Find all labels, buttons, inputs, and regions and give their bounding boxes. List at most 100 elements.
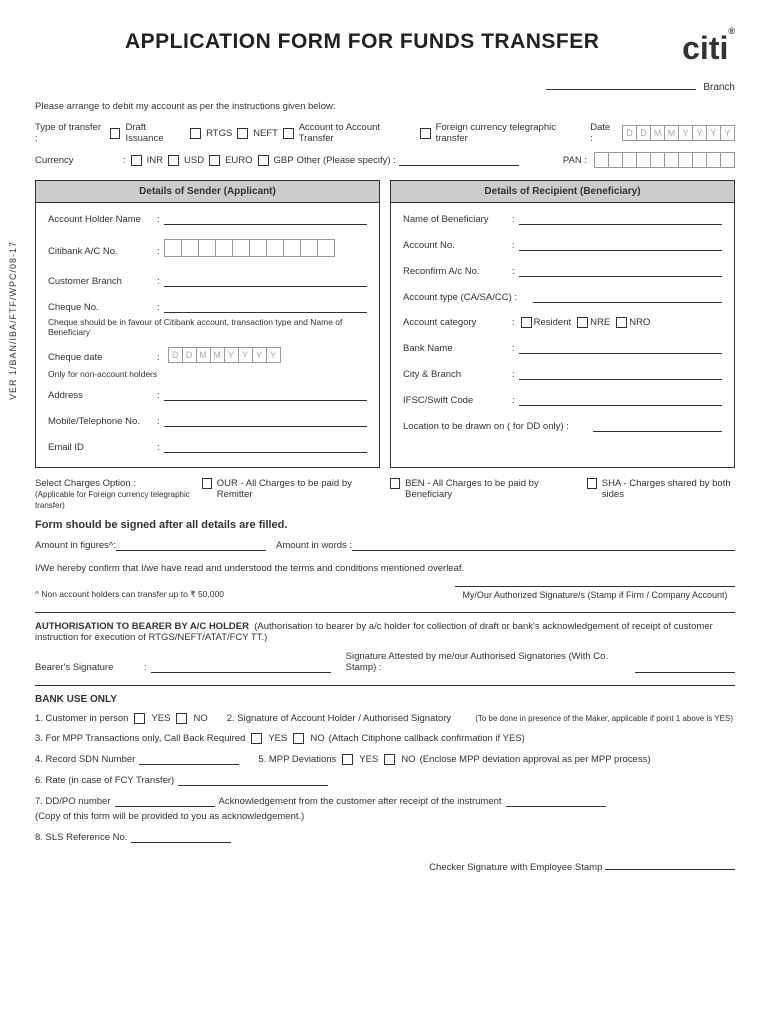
ack-input[interactable] bbox=[506, 795, 606, 807]
charges-row: Select Charges Option : (Applicable for … bbox=[35, 478, 735, 511]
bearer-row: Bearer's Signature: Signature Attested b… bbox=[35, 651, 735, 673]
opt-nro: NRO bbox=[629, 317, 650, 328]
bank-name-input[interactable] bbox=[519, 342, 722, 354]
address-label: Address bbox=[48, 390, 153, 401]
cheque-no-input[interactable] bbox=[164, 301, 367, 313]
item1-yes: YES bbox=[151, 713, 170, 724]
checker-sig-input[interactable] bbox=[605, 858, 735, 870]
customer-yes-checkbox[interactable] bbox=[134, 713, 145, 724]
opt-inr: INR bbox=[147, 155, 163, 166]
other-currency-input[interactable] bbox=[399, 154, 519, 166]
rtgs-checkbox[interactable] bbox=[190, 128, 201, 139]
top-section: Type of transfer : Draft Issuance RTGS N… bbox=[35, 122, 735, 168]
date-y1[interactable]: Y bbox=[678, 125, 693, 141]
usd-checkbox[interactable] bbox=[168, 155, 179, 166]
details-columns: Details of Sender (Applicant) Account Ho… bbox=[35, 180, 735, 468]
customer-no-checkbox[interactable] bbox=[176, 713, 187, 724]
date-m2[interactable]: M bbox=[664, 125, 679, 141]
date-y4[interactable]: Y bbox=[720, 125, 735, 141]
account-no-input[interactable] bbox=[519, 239, 722, 251]
bank-name-label: Bank Name bbox=[403, 343, 508, 354]
a2a-checkbox[interactable] bbox=[283, 128, 294, 139]
pan-box[interactable] bbox=[622, 152, 637, 168]
version-text: VER 1/BAN/IBA/FTF/WPC/08-17 bbox=[8, 241, 18, 400]
sender-box: Details of Sender (Applicant) Account Ho… bbox=[35, 180, 380, 468]
nro-checkbox[interactable] bbox=[616, 317, 627, 328]
opt-our: OUR - All Charges to be paid by Remitter bbox=[217, 478, 368, 500]
email-input[interactable] bbox=[164, 441, 367, 453]
branch-input-line[interactable] bbox=[546, 89, 696, 90]
pan-box[interactable] bbox=[608, 152, 623, 168]
bank-row-3: 3. For MPP Transactions only, Call Back … bbox=[35, 733, 735, 744]
date-input[interactable]: D D M M Y Y Y Y bbox=[622, 125, 735, 141]
bearer-sig-input[interactable] bbox=[151, 661, 331, 673]
account-holder-input[interactable] bbox=[164, 213, 367, 225]
date-d2[interactable]: D bbox=[636, 125, 651, 141]
email-label: Email ID bbox=[48, 442, 153, 453]
city-branch-input[interactable] bbox=[519, 368, 722, 380]
sign-instruction: Form should be signed after all details … bbox=[35, 519, 735, 531]
account-holder-label: Account Holder Name bbox=[48, 214, 153, 225]
mpp-no-checkbox[interactable] bbox=[384, 754, 395, 765]
mpp-yes-checkbox[interactable] bbox=[342, 754, 353, 765]
customer-branch-label: Customer Branch bbox=[48, 276, 153, 287]
pan-box[interactable] bbox=[706, 152, 721, 168]
fcy-checkbox[interactable] bbox=[420, 128, 431, 139]
sls-input[interactable] bbox=[131, 831, 231, 843]
customer-branch-input[interactable] bbox=[164, 275, 367, 287]
callback-no-checkbox[interactable] bbox=[293, 733, 304, 744]
rate-input[interactable] bbox=[178, 774, 328, 786]
item7-end: (Copy of this form will be provided to y… bbox=[35, 811, 304, 822]
address-input[interactable] bbox=[164, 389, 367, 401]
pan-box[interactable] bbox=[720, 152, 735, 168]
item5-note: (Enclose MPP deviation approval as per M… bbox=[420, 754, 651, 765]
resident-checkbox[interactable] bbox=[521, 317, 532, 328]
auth-section: AUTHORISATION TO BEARER BY A/C HOLDER (A… bbox=[35, 612, 735, 643]
ddpo-input[interactable] bbox=[115, 795, 215, 807]
draft-issuance-checkbox[interactable] bbox=[110, 128, 121, 139]
nre-checkbox[interactable] bbox=[577, 317, 588, 328]
ben-checkbox[interactable] bbox=[390, 478, 400, 489]
gbp-checkbox[interactable] bbox=[258, 155, 269, 166]
attested-input[interactable] bbox=[635, 661, 735, 673]
pan-input[interactable] bbox=[594, 152, 735, 168]
opt-sha: SHA - Charges shared by both sides bbox=[602, 478, 735, 500]
reconfirm-input[interactable] bbox=[519, 265, 722, 277]
callback-yes-checkbox[interactable] bbox=[251, 733, 262, 744]
mobile-input[interactable] bbox=[164, 415, 367, 427]
item2-label: 2. Signature of Account Holder / Authori… bbox=[227, 713, 451, 724]
account-type-input[interactable] bbox=[533, 291, 722, 303]
date-y2[interactable]: Y bbox=[692, 125, 707, 141]
amount-words-input[interactable] bbox=[352, 539, 735, 551]
pan-box[interactable] bbox=[650, 152, 665, 168]
opt-euro: EURO bbox=[225, 155, 252, 166]
citibank-ac-input[interactable] bbox=[164, 239, 335, 257]
date-y3[interactable]: Y bbox=[706, 125, 721, 141]
pan-box[interactable] bbox=[594, 152, 609, 168]
item5-label: 5. MPP Deviations bbox=[258, 754, 336, 765]
bank-use-section: BANK USE ONLY 1. Customer in person YES … bbox=[35, 685, 735, 843]
opt-rtgs: RTGS bbox=[206, 128, 232, 139]
neft-checkbox[interactable] bbox=[237, 128, 248, 139]
bearer-sig-label: Bearer's Signature bbox=[35, 662, 140, 673]
location-input[interactable] bbox=[593, 420, 722, 432]
ifsc-input[interactable] bbox=[519, 394, 722, 406]
item8-label: 8. SLS Reference No. bbox=[35, 832, 127, 843]
opt-gbp: GBP bbox=[274, 155, 294, 166]
item7-label: 7. DD/PO number bbox=[35, 796, 111, 807]
pan-box[interactable] bbox=[636, 152, 651, 168]
beneficiary-name-input[interactable] bbox=[519, 213, 722, 225]
pan-box[interactable] bbox=[664, 152, 679, 168]
euro-checkbox[interactable] bbox=[209, 155, 220, 166]
date-d1[interactable]: D bbox=[622, 125, 637, 141]
pan-box[interactable] bbox=[678, 152, 693, 168]
amount-figures-input[interactable] bbox=[116, 539, 266, 551]
pan-box[interactable] bbox=[692, 152, 707, 168]
signature-line[interactable] bbox=[455, 584, 735, 587]
date-m1[interactable]: M bbox=[650, 125, 665, 141]
our-checkbox[interactable] bbox=[202, 478, 212, 489]
cheque-date-input[interactable]: DDMMYYYY bbox=[168, 347, 281, 363]
sdn-input[interactable] bbox=[139, 753, 239, 765]
inr-checkbox[interactable] bbox=[131, 155, 142, 166]
sha-checkbox[interactable] bbox=[587, 478, 597, 489]
